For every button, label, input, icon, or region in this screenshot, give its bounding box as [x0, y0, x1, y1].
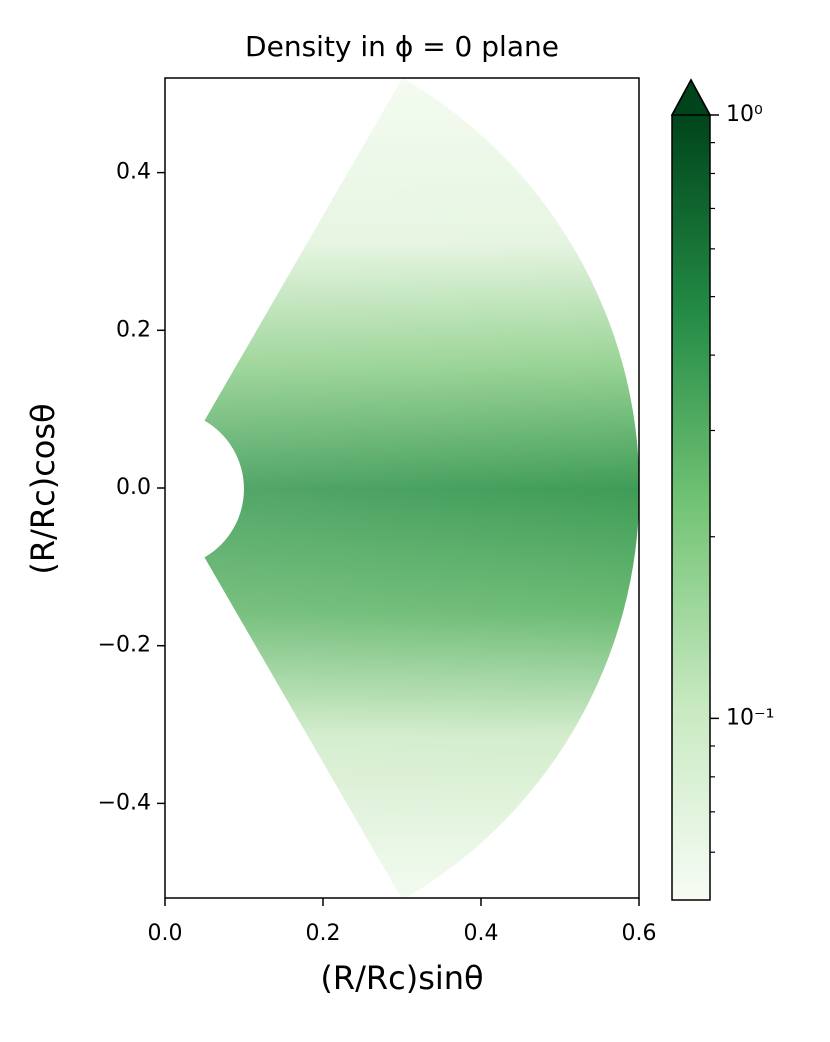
x-tick-label: 0.2 [306, 921, 341, 946]
colorbar-tick-label: 10⁻¹ [726, 705, 774, 730]
colorbar-tick-label: 10⁰ [726, 102, 763, 127]
colorbar: 10⁻¹ 10⁰ [670, 78, 774, 901]
density-shade [204, 78, 639, 898]
colorbar-extend [670, 78, 712, 116]
y-tick-label: 0.0 [116, 475, 151, 500]
colorbar-outline [671, 78, 711, 901]
x-tick-label: 0.0 [148, 921, 183, 946]
x-axis-label: (R/Rc)sinθ [320, 959, 483, 997]
y-tick-label: 0.4 [116, 160, 151, 185]
x-tick-label: 0.4 [464, 921, 499, 946]
density-image [204, 78, 639, 898]
y-axis-label: (R/Rc)cosθ [24, 403, 62, 574]
y-tick-label: 0.2 [116, 317, 151, 342]
y-tick-label: −0.2 [98, 633, 151, 658]
chart-title: Density in ϕ = 0 plane [245, 30, 559, 63]
colorbar-fill [672, 115, 710, 900]
y-tick-label: −0.4 [98, 790, 151, 815]
x-tick-label: 0.6 [622, 921, 657, 946]
